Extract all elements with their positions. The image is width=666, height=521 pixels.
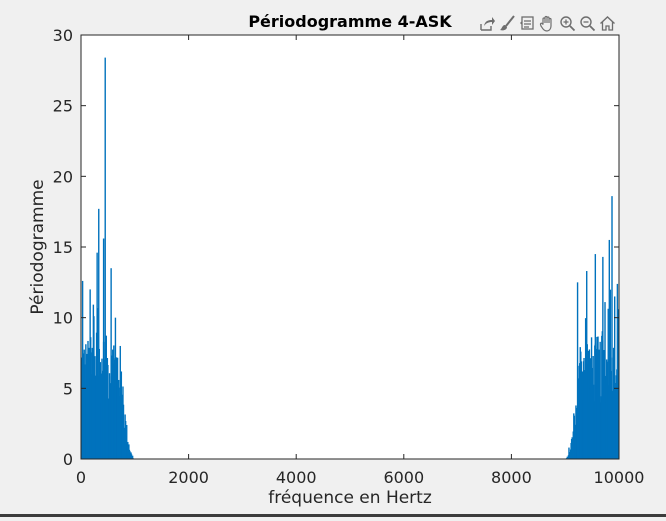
x-tick-label: 8000 [491,468,532,487]
periodogram-bar [577,282,578,459]
periodogram-bar [89,289,90,459]
periodogram-bar [611,196,612,459]
axes-background [81,35,619,459]
zoom-out-icon[interactable] [578,13,597,33]
periodogram-bar [595,254,596,459]
chart-title: Périodogramme 4-ASK [248,12,452,31]
brush-icon[interactable] [498,13,517,33]
y-tick-label: 15 [53,238,73,257]
periodogram-bar [82,281,83,459]
y-tick-label: 25 [53,97,73,116]
y-tick-label: 20 [53,167,73,186]
pan-hand-icon[interactable] [538,13,557,33]
y-tick-label: 10 [53,309,73,328]
x-axis-label: fréquence en Hertz [268,488,432,508]
export-icon[interactable] [478,13,497,33]
x-tick-label: 0 [76,468,86,487]
periodogram-bar [602,257,603,459]
axes-toolbar [478,12,617,34]
x-tick-label: 10000 [594,468,645,487]
periodogram-bar [110,268,111,459]
periodogram-bar [105,58,106,459]
periodogram-bar [103,239,104,459]
periodogram-bar [96,253,97,459]
periodogram-bar [98,209,99,459]
periodogram-bar [609,240,610,459]
zoom-in-icon[interactable] [558,13,577,33]
y-tick-label: 0 [63,450,73,469]
x-tick-label: 2000 [168,468,209,487]
data-tips-icon[interactable] [518,13,537,33]
periodogram-bar [614,296,615,459]
y-axis-label: Périodogramme [28,179,48,314]
periodogram-bar [586,271,587,459]
y-tick-label: 5 [63,379,73,398]
y-tick-label: 30 [53,26,73,45]
home-icon[interactable] [598,13,617,33]
periodogram-bar [115,318,116,459]
x-tick-label: 4000 [276,468,317,487]
x-tick-label: 6000 [383,468,424,487]
